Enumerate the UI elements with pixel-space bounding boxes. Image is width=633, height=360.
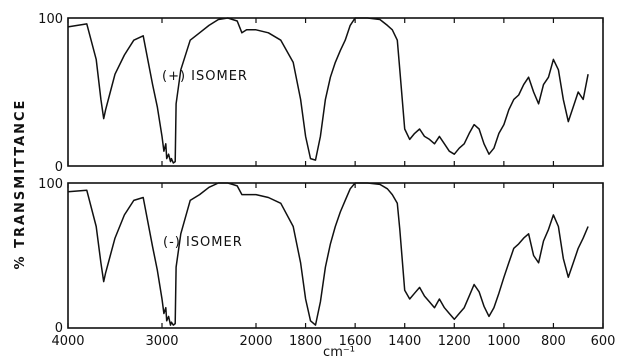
y-axis-label: % TRANSMITTANCE: [13, 99, 28, 270]
x-tick-label-1600: 1600: [339, 334, 372, 349]
x-tick-label-4000: 4000: [51, 334, 84, 349]
x-tick-label-800: 800: [541, 334, 566, 349]
panel-frame-top: [67, 17, 604, 167]
x-tick-label-1200: 1200: [438, 334, 471, 349]
y-tick-label-top-100: 100: [38, 12, 63, 27]
panel-plus-isomer: 100 0 (+) ISOMER: [38, 12, 604, 175]
panel-minus-isomer: 100 0 (-) ISOMER: [38, 177, 604, 336]
x-tick-label-600: 600: [591, 334, 616, 349]
x-ticks-bottom: [67, 183, 604, 328]
x-tick-label-1800: 1800: [289, 334, 322, 349]
x-tick-labels: 4000 3000 2000 1800 1600 1400 1200 1000 800 600: [51, 334, 615, 349]
y-tick-label-bottom-100: 100: [38, 177, 63, 192]
x-tick-label-1000: 1000: [487, 334, 520, 349]
x-ticks-top: [67, 18, 604, 166]
isomer-label-plus: (+) ISOMER: [162, 69, 248, 84]
spectrum-trace-minus: [67, 182, 589, 326]
x-axis-label: cm⁻¹: [323, 345, 355, 360]
y-axis-label-group: % TRANSMITTANCE: [13, 99, 28, 270]
spectrum-trace-plus: [67, 17, 589, 164]
x-tick-label-1400: 1400: [388, 334, 421, 349]
x-tick-label-3000: 3000: [145, 334, 178, 349]
x-tick-label-2000: 2000: [239, 334, 272, 349]
panel-frame-bottom: [67, 182, 604, 329]
y-tick-label-bottom-0: 0: [55, 321, 63, 336]
y-tick-label-top-0: 0: [55, 160, 63, 175]
isomer-label-minus: (-) ISOMER: [163, 235, 243, 250]
